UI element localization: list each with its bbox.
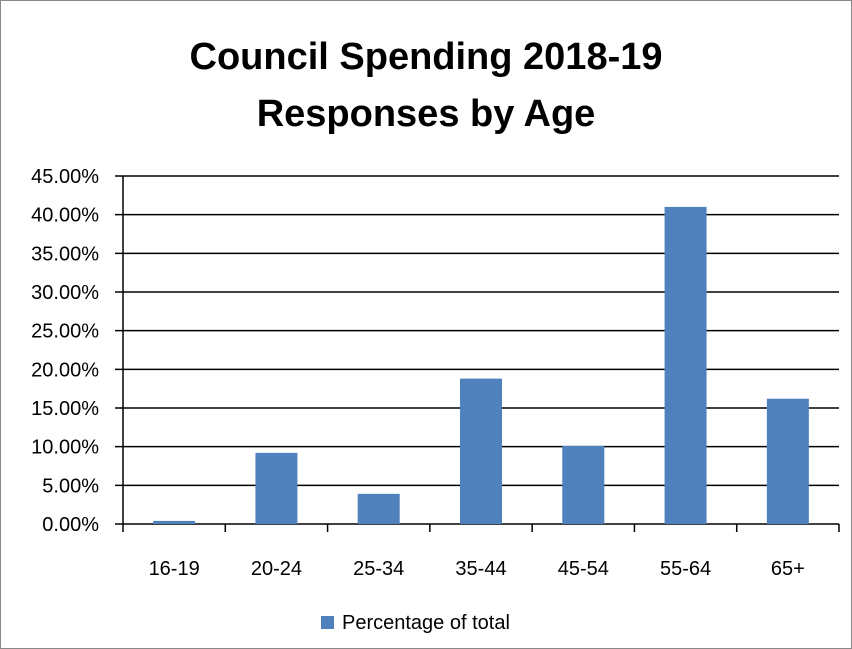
x-tick-label: 55-64	[660, 558, 711, 580]
gridlines	[115, 175, 839, 525]
legend-swatch	[321, 616, 334, 629]
y-tick-label: 10.00%	[31, 437, 99, 459]
bar	[562, 445, 605, 524]
legend: Percentage of total	[321, 612, 510, 634]
chart-title-line-1: Council Spending 2018-19	[190, 36, 663, 78]
bar	[460, 378, 502, 524]
y-tick-label: 25.00%	[31, 321, 99, 343]
chart-title-line-2: Responses by Age	[257, 93, 596, 135]
x-tick-label: 45-54	[558, 558, 609, 580]
y-tick-label: 35.00%	[31, 243, 99, 265]
bar	[153, 520, 196, 524]
bar	[357, 493, 400, 524]
x-axis-ticks: 16-19 20-24 25-34 35-44 45-54 55-64 65+	[122, 524, 840, 580]
y-tick-label: 45.00%	[31, 166, 99, 188]
x-tick-label: 25-34	[353, 558, 404, 580]
bar	[255, 452, 298, 524]
y-tick-label: 20.00%	[31, 359, 99, 381]
y-tick-label: 15.00%	[31, 398, 99, 420]
y-axis-ticks: 0.00% 5.00% 10.00% 15.00% 20.00% 25.00% 30.00%…	[31, 166, 99, 536]
y-tick-label: 40.00%	[31, 205, 99, 227]
x-tick-label: 65+	[771, 558, 805, 580]
y-tick-label: 30.00%	[31, 282, 99, 304]
x-tick-label: 20-24	[251, 558, 302, 580]
legend-label: Percentage of total	[342, 612, 510, 634]
x-tick-label: 35-44	[455, 558, 506, 580]
y-tick-label: 5.00%	[42, 475, 99, 497]
x-tick-label: 16-19	[149, 558, 200, 580]
bar	[664, 206, 707, 524]
bars	[153, 206, 809, 524]
bar	[766, 398, 809, 524]
y-tick-label: 0.00%	[42, 514, 99, 536]
